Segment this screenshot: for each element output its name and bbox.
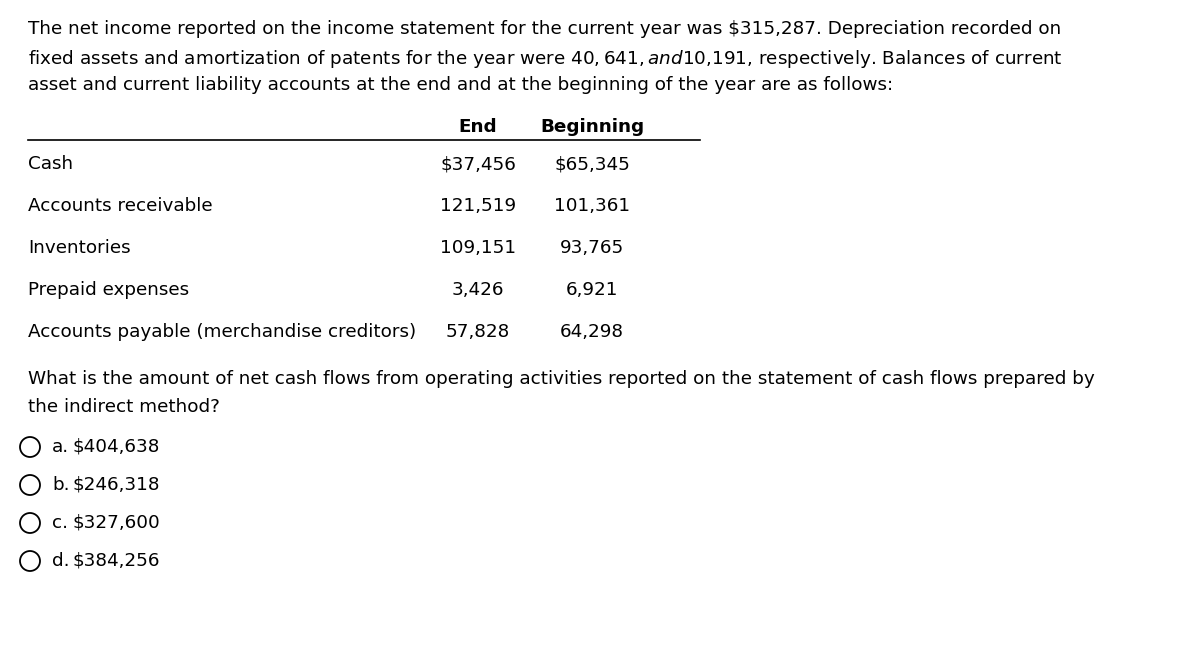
Text: 121,519: 121,519 — [440, 197, 516, 215]
Text: c.: c. — [52, 514, 68, 532]
Text: b.: b. — [52, 476, 70, 494]
Text: 64,298: 64,298 — [560, 323, 624, 341]
Text: 3,426: 3,426 — [451, 281, 504, 299]
Text: The net income reported on the income statement for the current year was $315,28: The net income reported on the income st… — [28, 20, 1061, 38]
Text: $404,638: $404,638 — [72, 438, 160, 456]
Text: $65,345: $65,345 — [554, 155, 630, 173]
Text: $384,256: $384,256 — [72, 552, 160, 570]
Text: $246,318: $246,318 — [72, 476, 160, 494]
Text: Beginning: Beginning — [540, 118, 644, 136]
Text: a.: a. — [52, 438, 70, 456]
Text: 6,921: 6,921 — [565, 281, 618, 299]
Text: the indirect method?: the indirect method? — [28, 398, 220, 416]
Text: 109,151: 109,151 — [440, 239, 516, 257]
Text: fixed assets and amortization of patents for the year were $40,641, and $10,191,: fixed assets and amortization of patents… — [28, 48, 1063, 70]
Text: d.: d. — [52, 552, 70, 570]
Text: 93,765: 93,765 — [560, 239, 624, 257]
Text: $327,600: $327,600 — [72, 514, 160, 532]
Text: End: End — [458, 118, 497, 136]
Text: 101,361: 101,361 — [554, 197, 630, 215]
Text: Prepaid expenses: Prepaid expenses — [28, 281, 190, 299]
Text: asset and current liability accounts at the end and at the beginning of the year: asset and current liability accounts at … — [28, 76, 893, 94]
Text: What is the amount of net cash flows from operating activities reported on the s: What is the amount of net cash flows fro… — [28, 370, 1094, 388]
Text: Accounts payable (merchandise creditors): Accounts payable (merchandise creditors) — [28, 323, 416, 341]
Text: Inventories: Inventories — [28, 239, 131, 257]
Text: Cash: Cash — [28, 155, 73, 173]
Text: 57,828: 57,828 — [446, 323, 510, 341]
Text: Accounts receivable: Accounts receivable — [28, 197, 212, 215]
Text: $37,456: $37,456 — [440, 155, 516, 173]
